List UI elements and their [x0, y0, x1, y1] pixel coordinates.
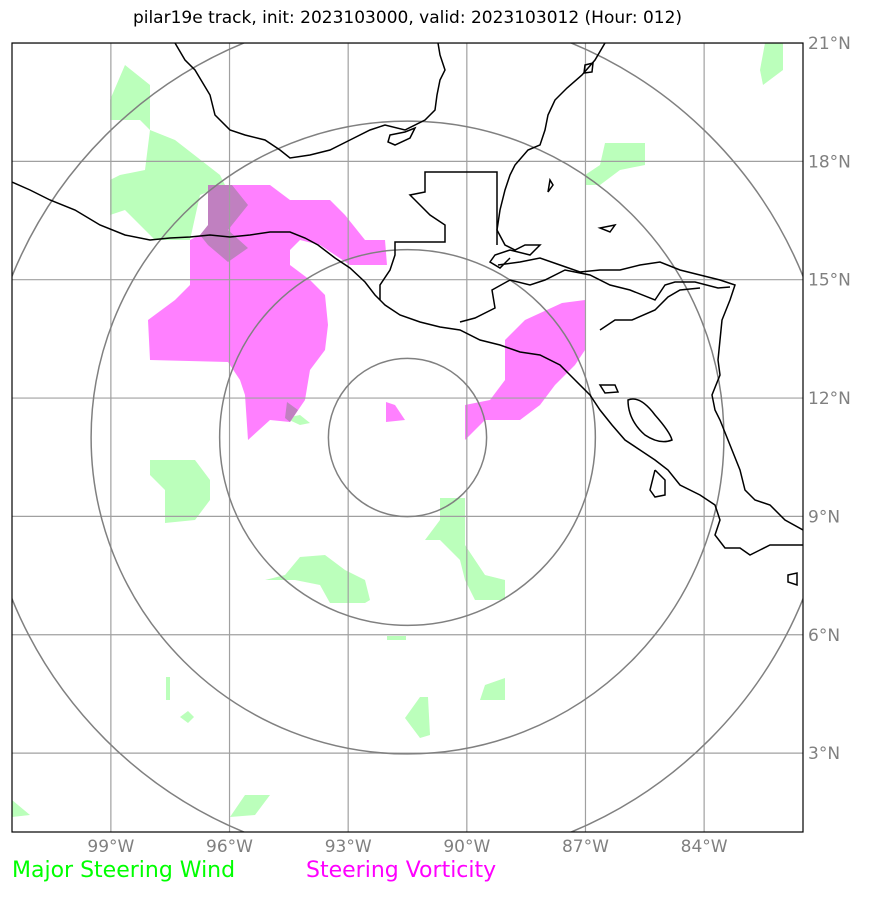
wind-area-small-2	[166, 677, 170, 700]
lat-label: 3°N	[808, 744, 840, 764]
coastline-caribbean-honduras	[497, 257, 803, 531]
legend-major-steering-wind: Major Steering Wind	[12, 858, 236, 883]
wind-area-south-1	[425, 498, 505, 600]
coastlines-and-borders	[12, 43, 803, 587]
wind-area-south-2	[265, 555, 370, 603]
border-mexico-guatemala	[379, 171, 498, 300]
wind-area-belize-gulf	[585, 143, 645, 185]
coastline-pacific-mexico	[12, 181, 803, 556]
lon-label: 90°W	[443, 837, 490, 857]
range-ring	[327, 357, 488, 518]
wind-area-yucatan-bay	[110, 65, 225, 240]
island-small-2	[597, 223, 617, 233]
wind-area-west-pacific	[150, 460, 210, 523]
island-small-5	[547, 177, 554, 193]
island-small-6	[583, 62, 594, 74]
steering-vorticity-layer	[148, 185, 585, 440]
map-frame	[11, 42, 804, 833]
island-small-1	[387, 126, 417, 146]
wind-area-south-3	[480, 678, 505, 700]
vorticity-area-east	[465, 300, 585, 440]
lat-label: 12°N	[808, 389, 851, 409]
wind-area-south-west	[12, 800, 30, 817]
wind-area-small-4	[387, 636, 406, 640]
range-ring	[90, 120, 725, 755]
range-rings	[12, 43, 803, 832]
lon-label: 87°W	[562, 837, 609, 857]
wind-area-small-1	[180, 711, 194, 723]
lat-label: 9°N	[808, 507, 840, 527]
longitude-labels: 99°W 96°W 93°W 90°W 87°W 84°W	[87, 837, 727, 857]
latitude-labels: 3°N 6°N 9°N 12°N 15°N 18°N 21°N	[808, 34, 851, 764]
wind-area-south-5	[230, 795, 270, 817]
lake-nicaragua	[627, 398, 673, 443]
coastline-costa-rica	[649, 469, 666, 498]
lon-label: 93°W	[325, 837, 372, 857]
border-honduras-nicaragua	[599, 287, 701, 331]
graticule	[12, 43, 803, 832]
island-small-4	[598, 384, 620, 394]
lon-label: 96°W	[206, 837, 253, 857]
coastline-yucatan	[488, 43, 606, 269]
wind-vorticity-overlap-1	[200, 185, 248, 262]
vorticity-area-small	[386, 402, 405, 422]
lat-label: 18°N	[808, 152, 851, 172]
steering-wind-layer	[12, 43, 783, 817]
map-plot-area	[12, 43, 803, 832]
map-title: pilar19e track, init: 2023103000, valid:…	[132, 8, 683, 28]
lat-label: 15°N	[808, 271, 851, 291]
legend-steering-vorticity: Steering Vorticity	[306, 858, 497, 883]
range-ring	[218, 248, 597, 627]
coastline-mexico-gulf	[174, 43, 446, 159]
range-ring	[12, 43, 803, 832]
border-guatemala-honduras	[459, 269, 731, 323]
wind-vorticity-overlap-2	[285, 402, 298, 422]
lat-label: 6°N	[808, 626, 840, 646]
wind-area-south-4	[405, 697, 430, 738]
island-small-3	[787, 572, 798, 587]
lon-label: 84°W	[681, 837, 728, 857]
lat-label: 21°N	[808, 34, 851, 54]
lon-label: 99°W	[87, 837, 134, 857]
wind-area-north-east	[760, 43, 783, 85]
